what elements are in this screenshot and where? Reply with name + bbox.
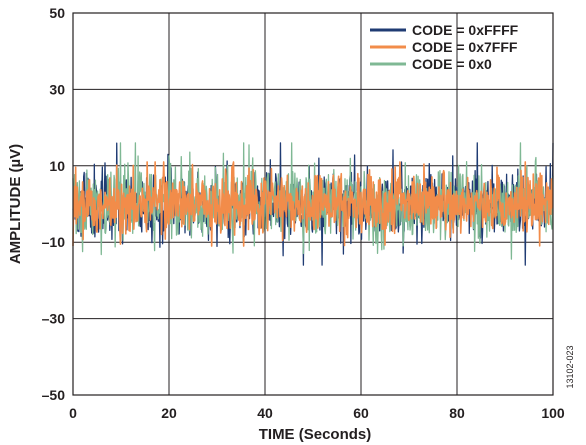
x-axis-label: TIME (Seconds) xyxy=(259,426,372,443)
x-tick-label: 60 xyxy=(353,405,369,421)
y-tick-label: –30 xyxy=(42,311,66,327)
plot-frame xyxy=(72,12,554,396)
x-tick-label: 80 xyxy=(449,405,465,421)
grid-lines xyxy=(73,13,553,395)
figure-id: 13102-023 xyxy=(565,345,575,388)
x-tick-labels: 0 20 40 60 80 100 xyxy=(69,405,565,421)
y-tick-label: 10 xyxy=(49,158,65,174)
x-tick-label: 40 xyxy=(257,405,273,421)
y-tick-labels: –50 –30 –10 10 30 50 xyxy=(42,5,66,403)
y-tick-label: 30 xyxy=(49,81,65,97)
series-line xyxy=(72,161,554,247)
y-tick-label: –50 xyxy=(42,387,66,403)
series-traces xyxy=(72,142,554,266)
x-tick-label: 20 xyxy=(161,405,177,421)
y-axis-label: AMPLITUDE (µV) xyxy=(7,144,24,264)
y-tick-label: –10 xyxy=(42,234,66,250)
x-tick-label: 100 xyxy=(541,405,565,421)
y-tick-label: 50 xyxy=(49,5,65,21)
legend-entry: CODE = 0x7FFF xyxy=(412,39,518,55)
legend-entry: CODE = 0xFFFF xyxy=(412,22,519,38)
x-tick-label: 0 xyxy=(69,405,77,421)
legend-entry: CODE = 0x0 xyxy=(412,56,492,72)
